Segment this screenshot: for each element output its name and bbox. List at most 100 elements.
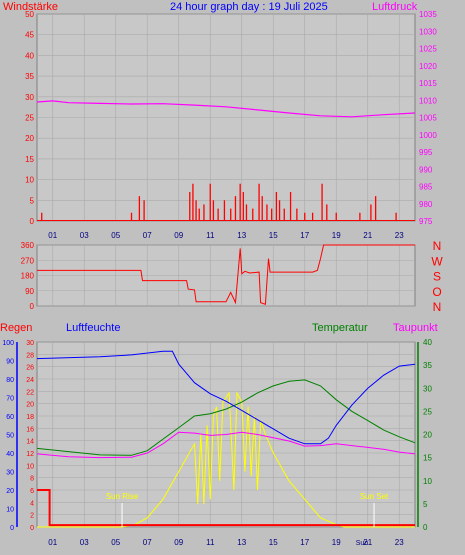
rain-tick-label: 28 bbox=[26, 352, 34, 359]
temperature-tick-label: 0 bbox=[423, 523, 428, 532]
direction-tick-label: 270 bbox=[21, 256, 35, 265]
rain-tick-label: 16 bbox=[26, 426, 34, 433]
climate-panel-x-tick-label: 23 bbox=[395, 538, 404, 547]
pressure-tick-label: 1015 bbox=[419, 79, 437, 88]
rain-tick-label: 30 bbox=[26, 340, 34, 347]
humidity-tick-label: 40 bbox=[6, 451, 14, 458]
solar-radiation-line bbox=[37, 390, 415, 528]
humidity-tick-label: 60 bbox=[6, 414, 14, 421]
wind-direction-line bbox=[37, 244, 415, 305]
wind-speed-tick-label: 25 bbox=[25, 114, 34, 123]
temperature-tick-label: 25 bbox=[423, 407, 432, 416]
rain-tick-label: 18 bbox=[26, 414, 34, 421]
wind-panel-x-tick-label: 17 bbox=[300, 231, 309, 240]
wind-speed-tick-label: 45 bbox=[25, 31, 34, 40]
wind-speed-tick-label: 5 bbox=[30, 196, 35, 205]
climate-panel-x-tick-label: 09 bbox=[174, 538, 183, 547]
compass-label: N bbox=[433, 239, 442, 253]
wind-panel-x-tick-label: 05 bbox=[111, 231, 120, 240]
pressure-tick-label: 1005 bbox=[419, 114, 437, 123]
pressure-tick-label: 975 bbox=[419, 217, 433, 226]
pressure-tick-label: 985 bbox=[419, 183, 433, 192]
temperature-tick-label: 40 bbox=[423, 338, 432, 347]
temperature-tick-label: 10 bbox=[423, 477, 432, 486]
rain-tick-label: 22 bbox=[26, 389, 34, 396]
rain-tick-label: 8 bbox=[30, 476, 34, 483]
pressure-axis-label: Luftdruck bbox=[372, 1, 418, 13]
compass-label: W bbox=[431, 254, 443, 268]
climate-panel-x-tick-label: 01 bbox=[48, 538, 57, 547]
humidity-tick-label: 30 bbox=[6, 470, 14, 477]
humidity-tick-label: 10 bbox=[6, 507, 14, 514]
pressure-tick-label: 1020 bbox=[419, 62, 437, 71]
pressure-line bbox=[36, 100, 416, 118]
temperature-line bbox=[36, 379, 416, 456]
climate-panel-x-tick-label: 05 bbox=[111, 538, 120, 547]
climate-panel-x-tick-label: 13 bbox=[237, 538, 246, 547]
wind-panel-x-tick-label: 09 bbox=[174, 231, 183, 240]
rain-tick-label: 26 bbox=[26, 365, 34, 372]
humidity-tick-label: 80 bbox=[6, 377, 14, 384]
humidity-axis-label: Luftfeuchte bbox=[66, 322, 120, 334]
wind-speed-tick-label: 50 bbox=[25, 10, 34, 19]
wind-panel-x-tick-label: 07 bbox=[143, 231, 152, 240]
pressure-tick-label: 1010 bbox=[419, 96, 437, 105]
humidity-line bbox=[36, 350, 416, 445]
pressure-tick-label: 1025 bbox=[419, 45, 437, 54]
graph-title: 24 hour graph day : 19 Juli 2025 bbox=[170, 1, 328, 13]
humidity-tick-label: 20 bbox=[6, 488, 14, 495]
pressure-tick-label: 1035 bbox=[419, 10, 437, 19]
wind-speed-tick-label: 35 bbox=[25, 72, 34, 81]
direction-tick-label: 0 bbox=[30, 302, 35, 311]
climate-panel-x-tick-label: 17 bbox=[300, 538, 309, 547]
temperature-axis-label: Temperatur bbox=[312, 322, 368, 334]
pressure-tick-label: 990 bbox=[419, 165, 433, 174]
rain-line bbox=[37, 489, 415, 527]
pressure-tick-label: 1030 bbox=[419, 27, 437, 36]
compass-label: S bbox=[433, 270, 441, 284]
wind-speed-tick-label: 40 bbox=[25, 51, 34, 60]
humidity-tick-label: 0 bbox=[10, 525, 14, 532]
pressure-tick-label: 995 bbox=[419, 148, 433, 157]
temperature-tick-label: 20 bbox=[423, 431, 432, 440]
rain-tick-label: 24 bbox=[26, 377, 34, 384]
sunset-label: Sun Set bbox=[360, 492, 389, 501]
climate-panel-x-tick-label: 07 bbox=[143, 538, 152, 547]
wind-panel-x-tick-label: 11 bbox=[206, 231, 215, 240]
temperature-tick-label: 5 bbox=[423, 500, 428, 509]
rain-tick-label: 10 bbox=[26, 463, 34, 470]
temperature-tick-label: 30 bbox=[423, 384, 432, 393]
wind-speed-tick-label: 10 bbox=[25, 176, 34, 185]
pressure-tick-label: 1000 bbox=[419, 131, 437, 140]
humidity-tick-label: 50 bbox=[6, 433, 14, 440]
rain-tick-label: 6 bbox=[30, 488, 34, 495]
wind-panel-x-tick-label: 13 bbox=[237, 231, 246, 240]
direction-tick-label: 180 bbox=[21, 272, 35, 281]
climate-panel-x-tick-label: 15 bbox=[269, 538, 278, 547]
compass-label: O bbox=[432, 285, 441, 299]
direction-tick-label: 90 bbox=[25, 287, 34, 296]
climate-panel-x-tick-label: 11 bbox=[206, 538, 215, 547]
rain-axis-label: Regen bbox=[0, 322, 32, 334]
rain-tick-label: 0 bbox=[30, 525, 34, 532]
wind-speed-tick-label: 20 bbox=[25, 134, 34, 143]
plot-layer: 5045403530252015105010351030102510201015… bbox=[2, 10, 443, 547]
wind-speed-tick-label: 0 bbox=[30, 217, 35, 226]
rain-tick-label: 14 bbox=[26, 439, 34, 446]
dewpoint-axis-label: Taupunkt bbox=[393, 322, 438, 334]
wind-speed-tick-label: 30 bbox=[25, 93, 34, 102]
rain-tick-label: 4 bbox=[30, 500, 34, 507]
wind-panel-x-tick-label: 19 bbox=[332, 231, 341, 240]
wind-speed-tick-label: 15 bbox=[25, 155, 34, 164]
humidity-tick-label: 100 bbox=[2, 340, 14, 347]
wind-panel-x-tick-label: 01 bbox=[48, 231, 57, 240]
climate-panel-x-tick-label: 21 bbox=[363, 538, 372, 547]
wind-panel-x-tick-label: 03 bbox=[80, 231, 89, 240]
sunset-x-tick-label: Sun bbox=[356, 540, 369, 547]
wind-panel-x-tick-label: 23 bbox=[395, 231, 404, 240]
dewpoint-line bbox=[36, 431, 416, 459]
climate-panel-x-tick-label: 19 bbox=[332, 538, 341, 547]
climate-panel-x-tick-label: 03 bbox=[80, 538, 89, 547]
wind-axis-label: Windstärke bbox=[3, 1, 58, 13]
